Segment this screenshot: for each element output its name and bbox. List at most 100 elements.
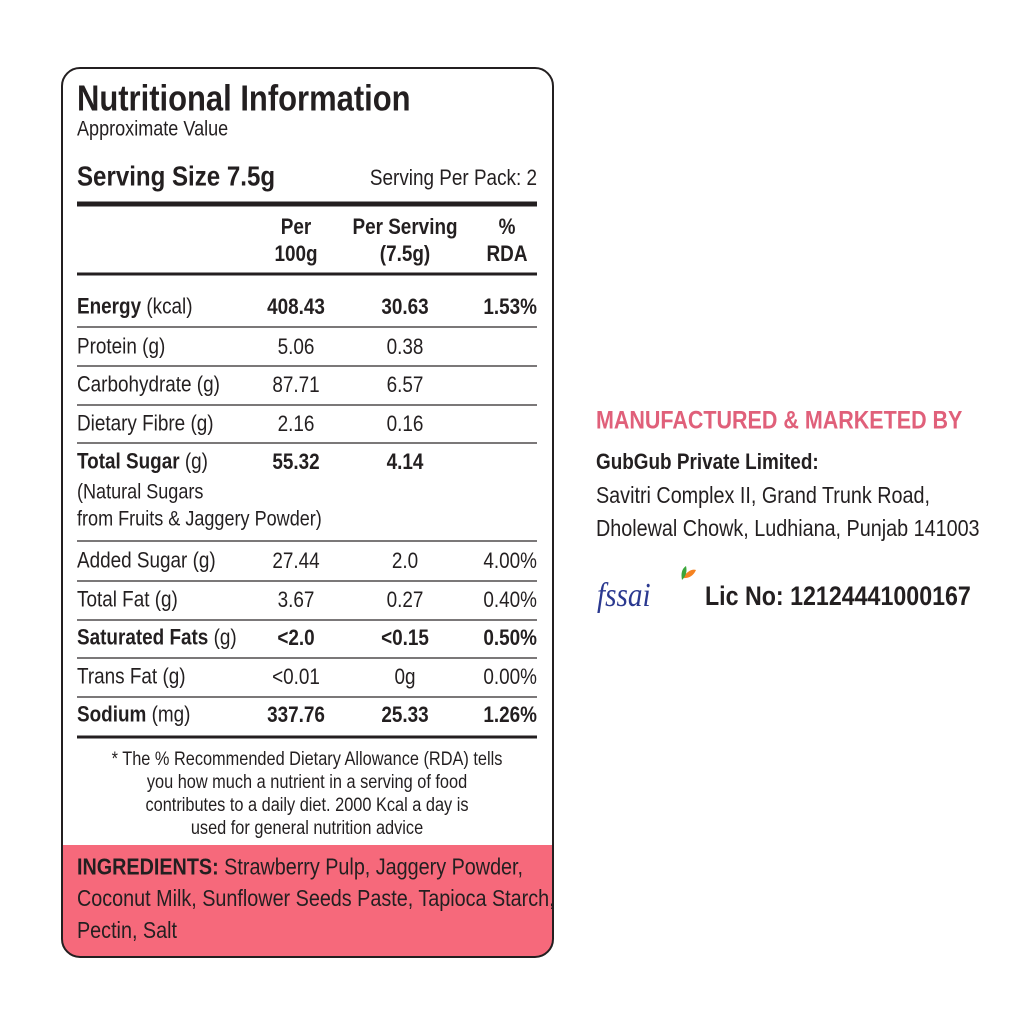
nutrient-value: 2.16 xyxy=(278,412,315,437)
nutrient-value: 4.14 xyxy=(387,450,424,475)
nutrient-name-part: Sodium xyxy=(77,703,146,728)
nutrient-value: 30.63 xyxy=(381,295,428,320)
nutrient-name: Total Sugar (g) xyxy=(77,450,208,475)
footnote: you how much a nutrient in a serving of … xyxy=(147,771,467,792)
rule xyxy=(77,404,537,406)
nutrient-name: Protein (g) xyxy=(77,335,165,360)
nutrient-name-part: (g) xyxy=(150,588,178,613)
card-border xyxy=(61,67,554,958)
rule xyxy=(77,365,537,367)
nutrient-note: from Fruits & Jaggery Powder) xyxy=(77,507,322,531)
nutrient-name-part: (g) xyxy=(185,412,213,437)
rule xyxy=(77,696,537,698)
nutrient-value: 87.71 xyxy=(272,373,319,398)
nutrient-name-part: (mg) xyxy=(146,703,190,728)
rule xyxy=(77,326,537,328)
column-header: (7.5g) xyxy=(380,242,430,267)
nutrient-name-part: Added Sugar xyxy=(77,549,188,574)
nutrient-name-part: Total Fat xyxy=(77,588,150,613)
nutrient-value: 0.40% xyxy=(483,588,537,613)
nutrient-name: Energy (kcal) xyxy=(77,295,193,320)
nutrient-value: 0g xyxy=(394,665,415,690)
nutrient-value: 5.06 xyxy=(278,335,315,360)
rule xyxy=(77,201,537,207)
nutrient-value: 25.33 xyxy=(381,703,428,728)
manufacturer-name: GubGub Private Limited: xyxy=(596,450,819,475)
nutrient-value: 0.00% xyxy=(483,665,537,690)
license-number: Lic No: 12124441000167 xyxy=(705,582,971,612)
nutrient-value: 1.26% xyxy=(483,703,537,728)
column-header: % xyxy=(499,215,516,240)
footnote: used for general nutrition advice xyxy=(191,817,423,838)
serving-per-pack: Serving Per Pack: 2 xyxy=(370,166,537,191)
nutrient-name: Total Fat (g) xyxy=(77,588,178,613)
column-header: Per Serving xyxy=(352,215,457,240)
rule xyxy=(77,657,537,659)
nutrient-value: <0.01 xyxy=(272,665,320,690)
serving-size: Serving Size 7.5g xyxy=(77,160,275,192)
nutrient-name-part: (g) xyxy=(157,665,185,690)
nutrient-name: Carbohydrate (g) xyxy=(77,373,220,398)
rule xyxy=(77,580,537,582)
nutrient-value: 1.53% xyxy=(483,295,537,320)
column-header: Per xyxy=(281,215,311,240)
nutrient-name-part: Protein xyxy=(77,335,137,360)
manufacturer-address: Savitri Complex II, Grand Trunk Road, xyxy=(596,483,930,509)
nutrient-name-part: Dietary Fibre xyxy=(77,412,185,437)
nutrient-name-part: (g) xyxy=(192,373,220,398)
nutrient-name-part: Saturated Fats xyxy=(77,626,208,651)
nutrient-value: 0.16 xyxy=(387,412,424,437)
nutrient-name-part: (kcal) xyxy=(141,295,192,320)
nutrient-name: Trans Fat (g) xyxy=(77,665,186,690)
nutrient-name-part: Energy xyxy=(77,295,142,320)
fssai-logo: fssai xyxy=(597,576,651,614)
nutrient-value: <0.15 xyxy=(381,626,429,651)
nutrient-name: Added Sugar (g) xyxy=(77,549,216,574)
title: Nutritional Information xyxy=(77,79,411,119)
nutrient-name-part: (g) xyxy=(180,450,208,475)
footnote: contributes to a daily diet. 2000 Kcal a… xyxy=(145,794,468,815)
nutrient-note: (Natural Sugars xyxy=(77,480,204,504)
nutrient-name-part: (g) xyxy=(187,549,215,574)
nutrient-value: 337.76 xyxy=(267,703,325,728)
ingredients-line-part: Strawberry Pulp, Jaggery Powder, xyxy=(219,854,523,880)
manufacturer-address: Dholewal Chowk, Ludhiana, Punjab 141003 xyxy=(596,516,980,542)
ingredients-band xyxy=(62,845,553,957)
nutrient-name-part: Trans Fat xyxy=(77,665,157,690)
column-header: 100g xyxy=(274,242,317,267)
column-header: RDA xyxy=(487,242,528,267)
rule xyxy=(77,540,537,542)
nutrient-name-part: Total Sugar xyxy=(77,450,180,475)
nutrient-name-part: (g) xyxy=(137,335,165,360)
ingredients-line: Coconut Milk, Sunflower Seeds Paste, Tap… xyxy=(77,886,555,912)
subtitle: Approximate Value xyxy=(77,117,228,141)
ingredients-line-part: INGREDIENTS: xyxy=(77,854,219,880)
nutrient-value: 27.44 xyxy=(272,549,319,574)
rule xyxy=(77,735,537,739)
nutrient-value: 408.43 xyxy=(267,295,325,320)
nutrient-name: Saturated Fats (g) xyxy=(77,626,237,651)
nutrient-value: 2.0 xyxy=(392,549,418,574)
manufacturer-heading: MANUFACTURED & MARKETED BY xyxy=(596,406,963,434)
nutrient-name-part: (g) xyxy=(208,626,236,651)
rule xyxy=(77,442,537,444)
nutrient-value: 0.38 xyxy=(387,335,424,360)
fssai-leaf xyxy=(681,566,696,580)
nutrient-value: 3.67 xyxy=(278,588,315,613)
nutrient-value: 4.00% xyxy=(483,549,537,574)
rule xyxy=(77,272,537,276)
nutrient-value: 0.27 xyxy=(387,588,424,613)
ingredients-line: INGREDIENTS: Strawberry Pulp, Jaggery Po… xyxy=(77,854,523,880)
nutrient-value: 6.57 xyxy=(387,373,424,398)
nutrient-name: Dietary Fibre (g) xyxy=(77,412,214,437)
nutrient-value: <2.0 xyxy=(277,626,314,651)
nutrient-name: Sodium (mg) xyxy=(77,703,190,728)
rule xyxy=(77,619,537,621)
nutrient-name-part: Carbohydrate xyxy=(77,373,192,398)
footnote: * The % Recommended Dietary Allowance (R… xyxy=(112,748,503,769)
nutrient-value: 55.32 xyxy=(272,450,319,475)
nutrient-value: 0.50% xyxy=(483,626,537,651)
ingredients-line: Pectin, Salt xyxy=(77,918,177,944)
